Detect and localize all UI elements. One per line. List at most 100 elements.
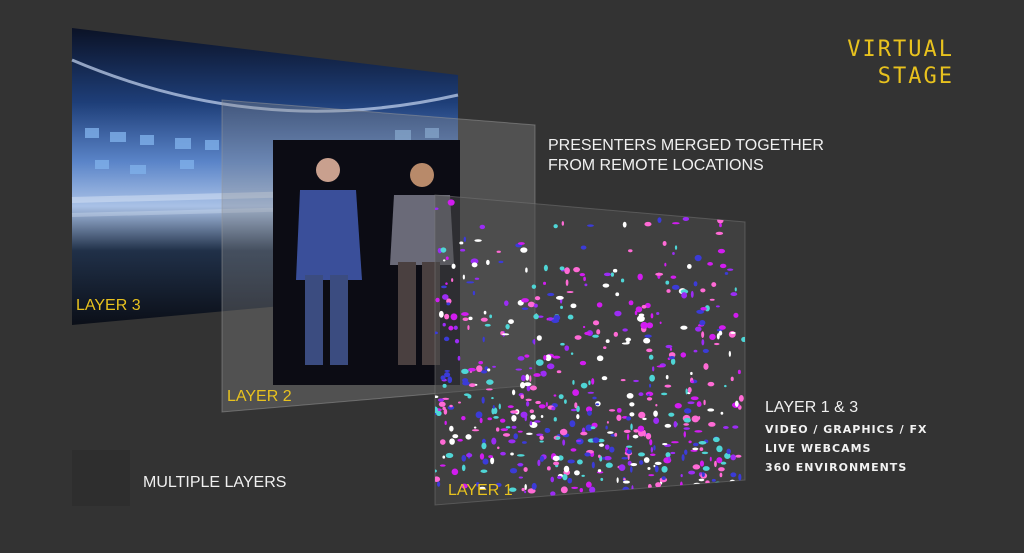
confetti-particle — [719, 472, 723, 478]
confetti-particle — [638, 411, 646, 419]
confetti-particle — [459, 241, 464, 245]
confetti-particle — [650, 446, 654, 453]
confetti-particle — [700, 306, 707, 311]
confetti-particle — [670, 275, 677, 279]
confetti-particle — [674, 403, 682, 409]
confetti-particle — [470, 258, 479, 264]
confetti-particle — [725, 499, 732, 505]
confetti-particle — [683, 488, 687, 493]
confetti-particle — [653, 410, 658, 417]
confetti-particle — [535, 359, 544, 366]
confetti-particle — [623, 478, 626, 481]
confetti-particle — [717, 217, 724, 224]
confetti-particle — [710, 496, 716, 503]
confetti-particle — [662, 443, 668, 446]
confetti-particle — [595, 403, 600, 406]
confetti-particle — [525, 267, 528, 273]
confetti-particle — [656, 365, 664, 368]
confetti-particle — [551, 406, 556, 411]
confetti-particle — [525, 398, 532, 402]
confetti-particle — [626, 393, 634, 399]
confetti-particle — [640, 321, 648, 329]
confetti-particle — [436, 410, 442, 416]
info-item-360: 360 ENVIRONMENTS — [765, 461, 908, 474]
confetti-particle — [643, 337, 651, 344]
confetti-particle — [438, 401, 446, 407]
page-title: VIRTUAL STAGE — [847, 36, 954, 90]
layer-1-3-info: LAYER 1 & 3 VIDEO / GRAPHICS / FX LIVE W… — [765, 399, 928, 477]
confetti-particle — [508, 487, 517, 492]
confetti-particle — [587, 224, 594, 227]
confetti-particle — [686, 489, 694, 495]
confetti-particle — [451, 468, 459, 476]
confetti-particle — [695, 487, 699, 491]
confetti-particle — [717, 486, 725, 493]
confetti-particle — [516, 454, 525, 457]
confetti-particle — [687, 401, 695, 405]
confetti-particle — [475, 411, 483, 419]
confetti-particle — [642, 417, 647, 421]
confetti-particle — [685, 388, 688, 395]
confetti-particle — [592, 334, 599, 338]
confetti-particle — [690, 290, 694, 298]
confetti-particle — [491, 397, 494, 400]
layer-1-panel — [434, 194, 746, 510]
confetti-particle — [447, 199, 455, 206]
confetti-particle — [544, 427, 551, 434]
confetti-particle — [720, 508, 726, 510]
confetti-particle — [600, 477, 604, 481]
confetti-particle — [573, 266, 581, 273]
confetti-particle — [661, 392, 668, 396]
confetti-particle — [665, 452, 671, 458]
confetti-particle — [539, 455, 545, 462]
confetti-particle — [647, 467, 651, 471]
confetti-particle — [524, 484, 527, 490]
confetti-particle — [656, 311, 660, 315]
confetti-particle — [441, 285, 447, 289]
confetti-particle — [570, 303, 577, 309]
confetti-particle — [654, 465, 659, 473]
info-item-webcams: LIVE WEBCAMS — [765, 442, 872, 455]
confetti-particle — [552, 355, 561, 359]
confetti-particle — [521, 307, 529, 311]
confetti-particle — [644, 221, 652, 227]
confetti-particle — [585, 481, 592, 488]
confetti-particle — [465, 434, 472, 440]
legend-swatch — [72, 450, 130, 506]
confetti-particle — [630, 423, 633, 431]
confetti-particle — [444, 372, 451, 378]
confetti-particle — [445, 452, 454, 459]
confetti-particle — [633, 379, 639, 383]
confetti-particle — [567, 477, 573, 484]
confetti-particle — [734, 400, 739, 407]
confetti-particle — [629, 412, 635, 417]
confetti-particle — [709, 456, 712, 462]
confetti-particle — [709, 333, 716, 341]
confetti-particle — [653, 445, 656, 451]
confetti-particle — [627, 453, 630, 461]
confetti-particle — [616, 407, 622, 413]
confetti-particle — [471, 429, 480, 432]
confetti-particle — [716, 457, 723, 464]
confetti-particle — [482, 336, 485, 343]
confetti-particle — [440, 375, 446, 381]
confetti-particle — [692, 447, 699, 451]
confetti-particle — [633, 429, 640, 433]
confetti-particle — [510, 452, 514, 456]
confetti-particle — [655, 403, 658, 407]
confetti-particle — [701, 472, 705, 477]
confetti-particle — [440, 439, 446, 445]
confetti-particle — [639, 460, 644, 465]
confetti-particle — [643, 457, 650, 463]
confetti-particle — [698, 441, 707, 445]
legend-caption: MULTIPLE LAYERS — [143, 474, 287, 491]
confetti-particle — [664, 423, 672, 428]
confetti-particle — [648, 383, 652, 388]
confetti-particle — [722, 485, 731, 489]
confetti-particle — [664, 262, 667, 267]
confetti-particle — [628, 300, 634, 306]
confetti-particle — [509, 468, 518, 474]
confetti-particle — [463, 236, 467, 242]
confetti-particle — [570, 352, 574, 355]
confetti-particle — [683, 408, 692, 414]
